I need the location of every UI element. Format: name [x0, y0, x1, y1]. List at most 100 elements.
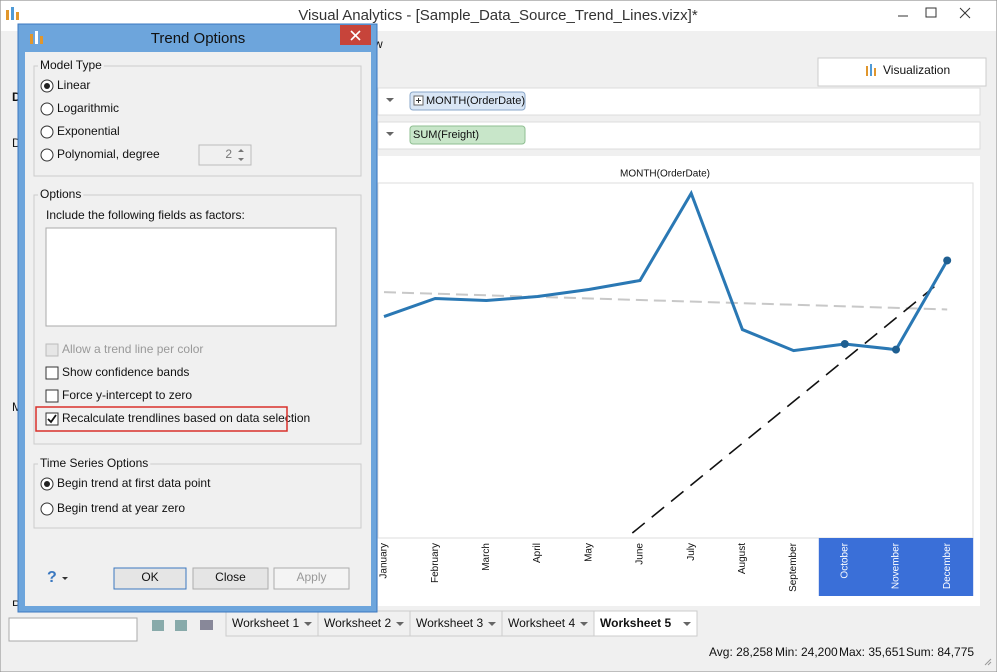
dialog-button [273, 567, 350, 590]
dialog-body [25, 52, 371, 606]
checkbox-label[interactable]: Recalculate trendlines based on data sel… [62, 411, 310, 425]
radio-dot [44, 481, 50, 487]
columns-pill-label[interactable]: MONTH(OrderDate) [426, 95, 525, 107]
degree-spinner[interactable] [198, 144, 252, 166]
dialog-button[interactable] [192, 567, 269, 590]
visualization-tab-label[interactable]: Visualization [883, 63, 950, 77]
dialog-button-label[interactable]: Close [215, 570, 246, 584]
window-title: Visual Analytics - [Sample_Data_Source_T… [298, 7, 698, 24]
worksheet-tab[interactable] [593, 610, 698, 637]
radio-label[interactable]: Begin trend at first data point [57, 476, 211, 490]
checkbox[interactable] [45, 412, 59, 426]
x-tick-label[interactable]: October [839, 542, 850, 578]
dialog-content: Model Type Linear Logarithmic Exponential Po… [33, 58, 362, 590]
x-tick-label[interactable]: February [430, 543, 441, 583]
sheet-icons[interactable] [152, 620, 213, 631]
x-tick-label[interactable]: September [788, 542, 799, 592]
factors-list[interactable] [45, 227, 337, 327]
checkbox[interactable] [45, 366, 59, 380]
menu-item[interactable]: w [373, 37, 383, 51]
x-tick-label[interactable]: April [532, 543, 543, 563]
trend-line-all [383, 291, 948, 311]
dialog-button[interactable] [113, 567, 187, 590]
rows-pill-label[interactable]: SUM(Freight) [413, 129, 479, 141]
help-button[interactable]: ? [47, 569, 57, 586]
search-input[interactable] [8, 617, 138, 642]
group-box [33, 194, 362, 445]
radio-label[interactable]: Begin trend at year zero [57, 501, 185, 515]
x-tick-label[interactable]: January [379, 543, 390, 579]
tab-menu-arrow[interactable] [683, 622, 691, 626]
worksheet-tabs: Worksheet 1 Worksheet 2 Worksheet 3 Workshe… [225, 610, 698, 637]
close-window-button[interactable] [959, 7, 971, 19]
worksheet-tab[interactable] [225, 610, 319, 637]
rows-pill[interactable] [409, 125, 526, 145]
x-tick-label[interactable]: July [686, 543, 697, 561]
degree-value[interactable]: 2 [225, 147, 232, 161]
radio-dot [44, 83, 50, 89]
group-label-bg [38, 60, 104, 72]
worksheet-tab-label[interactable]: Worksheet 4 [508, 616, 575, 630]
radio-button[interactable] [40, 148, 54, 162]
chart: January February March April May June July Augu… [379, 189, 974, 596]
radio-button[interactable] [40, 125, 54, 139]
x-tick-label[interactable]: March [481, 543, 492, 571]
radio-label[interactable]: Exponential [57, 124, 120, 138]
radio-button[interactable] [40, 502, 54, 516]
selected-category[interactable] [870, 538, 922, 596]
data-point[interactable] [840, 339, 849, 348]
group-label: Options [40, 187, 81, 201]
status-bar: Avg: 28,258 Min: 24,200 Max: 35,651 Sum: 84… [709, 645, 992, 666]
shelf-dropdown[interactable] [386, 98, 394, 102]
dialog-button-label[interactable]: OK [141, 570, 158, 584]
radio-label[interactable]: Polynomial, degree [57, 147, 160, 161]
status-text: Sum: 84,775 [906, 645, 974, 659]
trend-line-selection [631, 286, 935, 534]
x-tick-label[interactable]: June [635, 543, 646, 565]
visualization-tab[interactable] [817, 57, 987, 87]
x-tick-label[interactable]: August [737, 543, 748, 574]
factors-label: Include the following fields as factors: [46, 208, 245, 222]
x-tick-label[interactable]: May [583, 543, 594, 562]
data-point[interactable] [892, 345, 900, 354]
worksheet-tab-label[interactable]: Worksheet 3 [416, 616, 483, 630]
columns-pill[interactable] [409, 91, 526, 111]
visualization-icon [866, 64, 876, 76]
help-arrow[interactable] [62, 577, 68, 580]
x-tick-label[interactable]: December [942, 542, 953, 589]
x-tick-label[interactable]: November [891, 542, 902, 589]
maximize-button[interactable] [925, 7, 937, 18]
status-text: Max: 35,651 [839, 645, 905, 659]
group-label-bg [38, 458, 151, 470]
radio-label[interactable]: Linear [57, 78, 90, 92]
selected-category[interactable] [818, 538, 871, 596]
radio-label[interactable]: Logarithmic [57, 101, 119, 115]
selected-category[interactable] [921, 538, 974, 596]
worksheet-tab-label[interactable]: Worksheet 5 [600, 616, 671, 630]
shelf-dropdown[interactable] [386, 132, 394, 136]
status-text: Avg: 28,258 [709, 645, 773, 659]
worksheet-tab[interactable] [409, 610, 503, 637]
worksheet-tab-label[interactable]: Worksheet 1 [232, 616, 299, 630]
tab-menu-arrow[interactable] [396, 622, 404, 626]
checkbox-label[interactable]: Show confidence bands [62, 365, 189, 379]
side-panel-fragment: M [12, 400, 22, 414]
check-mark [47, 414, 57, 424]
dialog-button-label: Apply [296, 570, 326, 584]
app-icon [6, 7, 19, 20]
checkbox-label[interactable]: Force y-intercept to zero [62, 388, 192, 402]
data-point[interactable] [943, 256, 952, 265]
side-panel-fragment: P [12, 598, 20, 612]
chart-title: MONTH(OrderDate) [620, 169, 710, 180]
spinner-arrows[interactable] [238, 149, 244, 161]
tab-menu-arrow[interactable] [488, 622, 496, 626]
tab-menu-arrow[interactable] [304, 622, 312, 626]
group-box [33, 65, 362, 177]
worksheet-tab-label[interactable]: Worksheet 2 [324, 616, 391, 630]
checkbox[interactable] [45, 389, 59, 403]
resize-grip [984, 658, 992, 666]
tab-menu-arrow[interactable] [580, 622, 588, 626]
checkbox [45, 343, 59, 357]
radio-button[interactable] [40, 102, 54, 116]
